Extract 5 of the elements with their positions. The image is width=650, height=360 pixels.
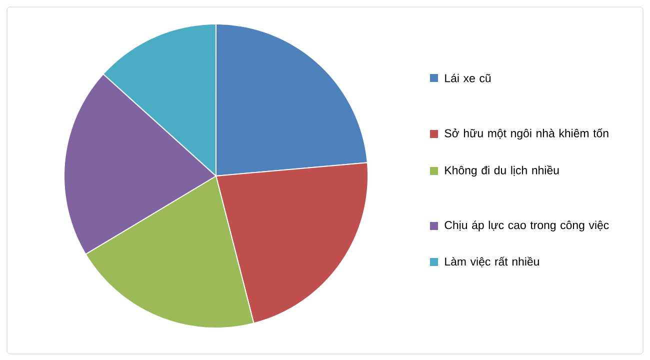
legend-label: Lái xe cũ xyxy=(445,74,491,82)
legend-label: Làm việc rất nhiều xyxy=(445,256,539,268)
legend-label: Chịu áp lực cao trong công việc xyxy=(444,220,609,232)
legend-label: Không đi du lịch nhiều xyxy=(445,165,559,177)
legend-label: Sở hữu một ngôi nhà khiêm tốn xyxy=(444,128,608,140)
